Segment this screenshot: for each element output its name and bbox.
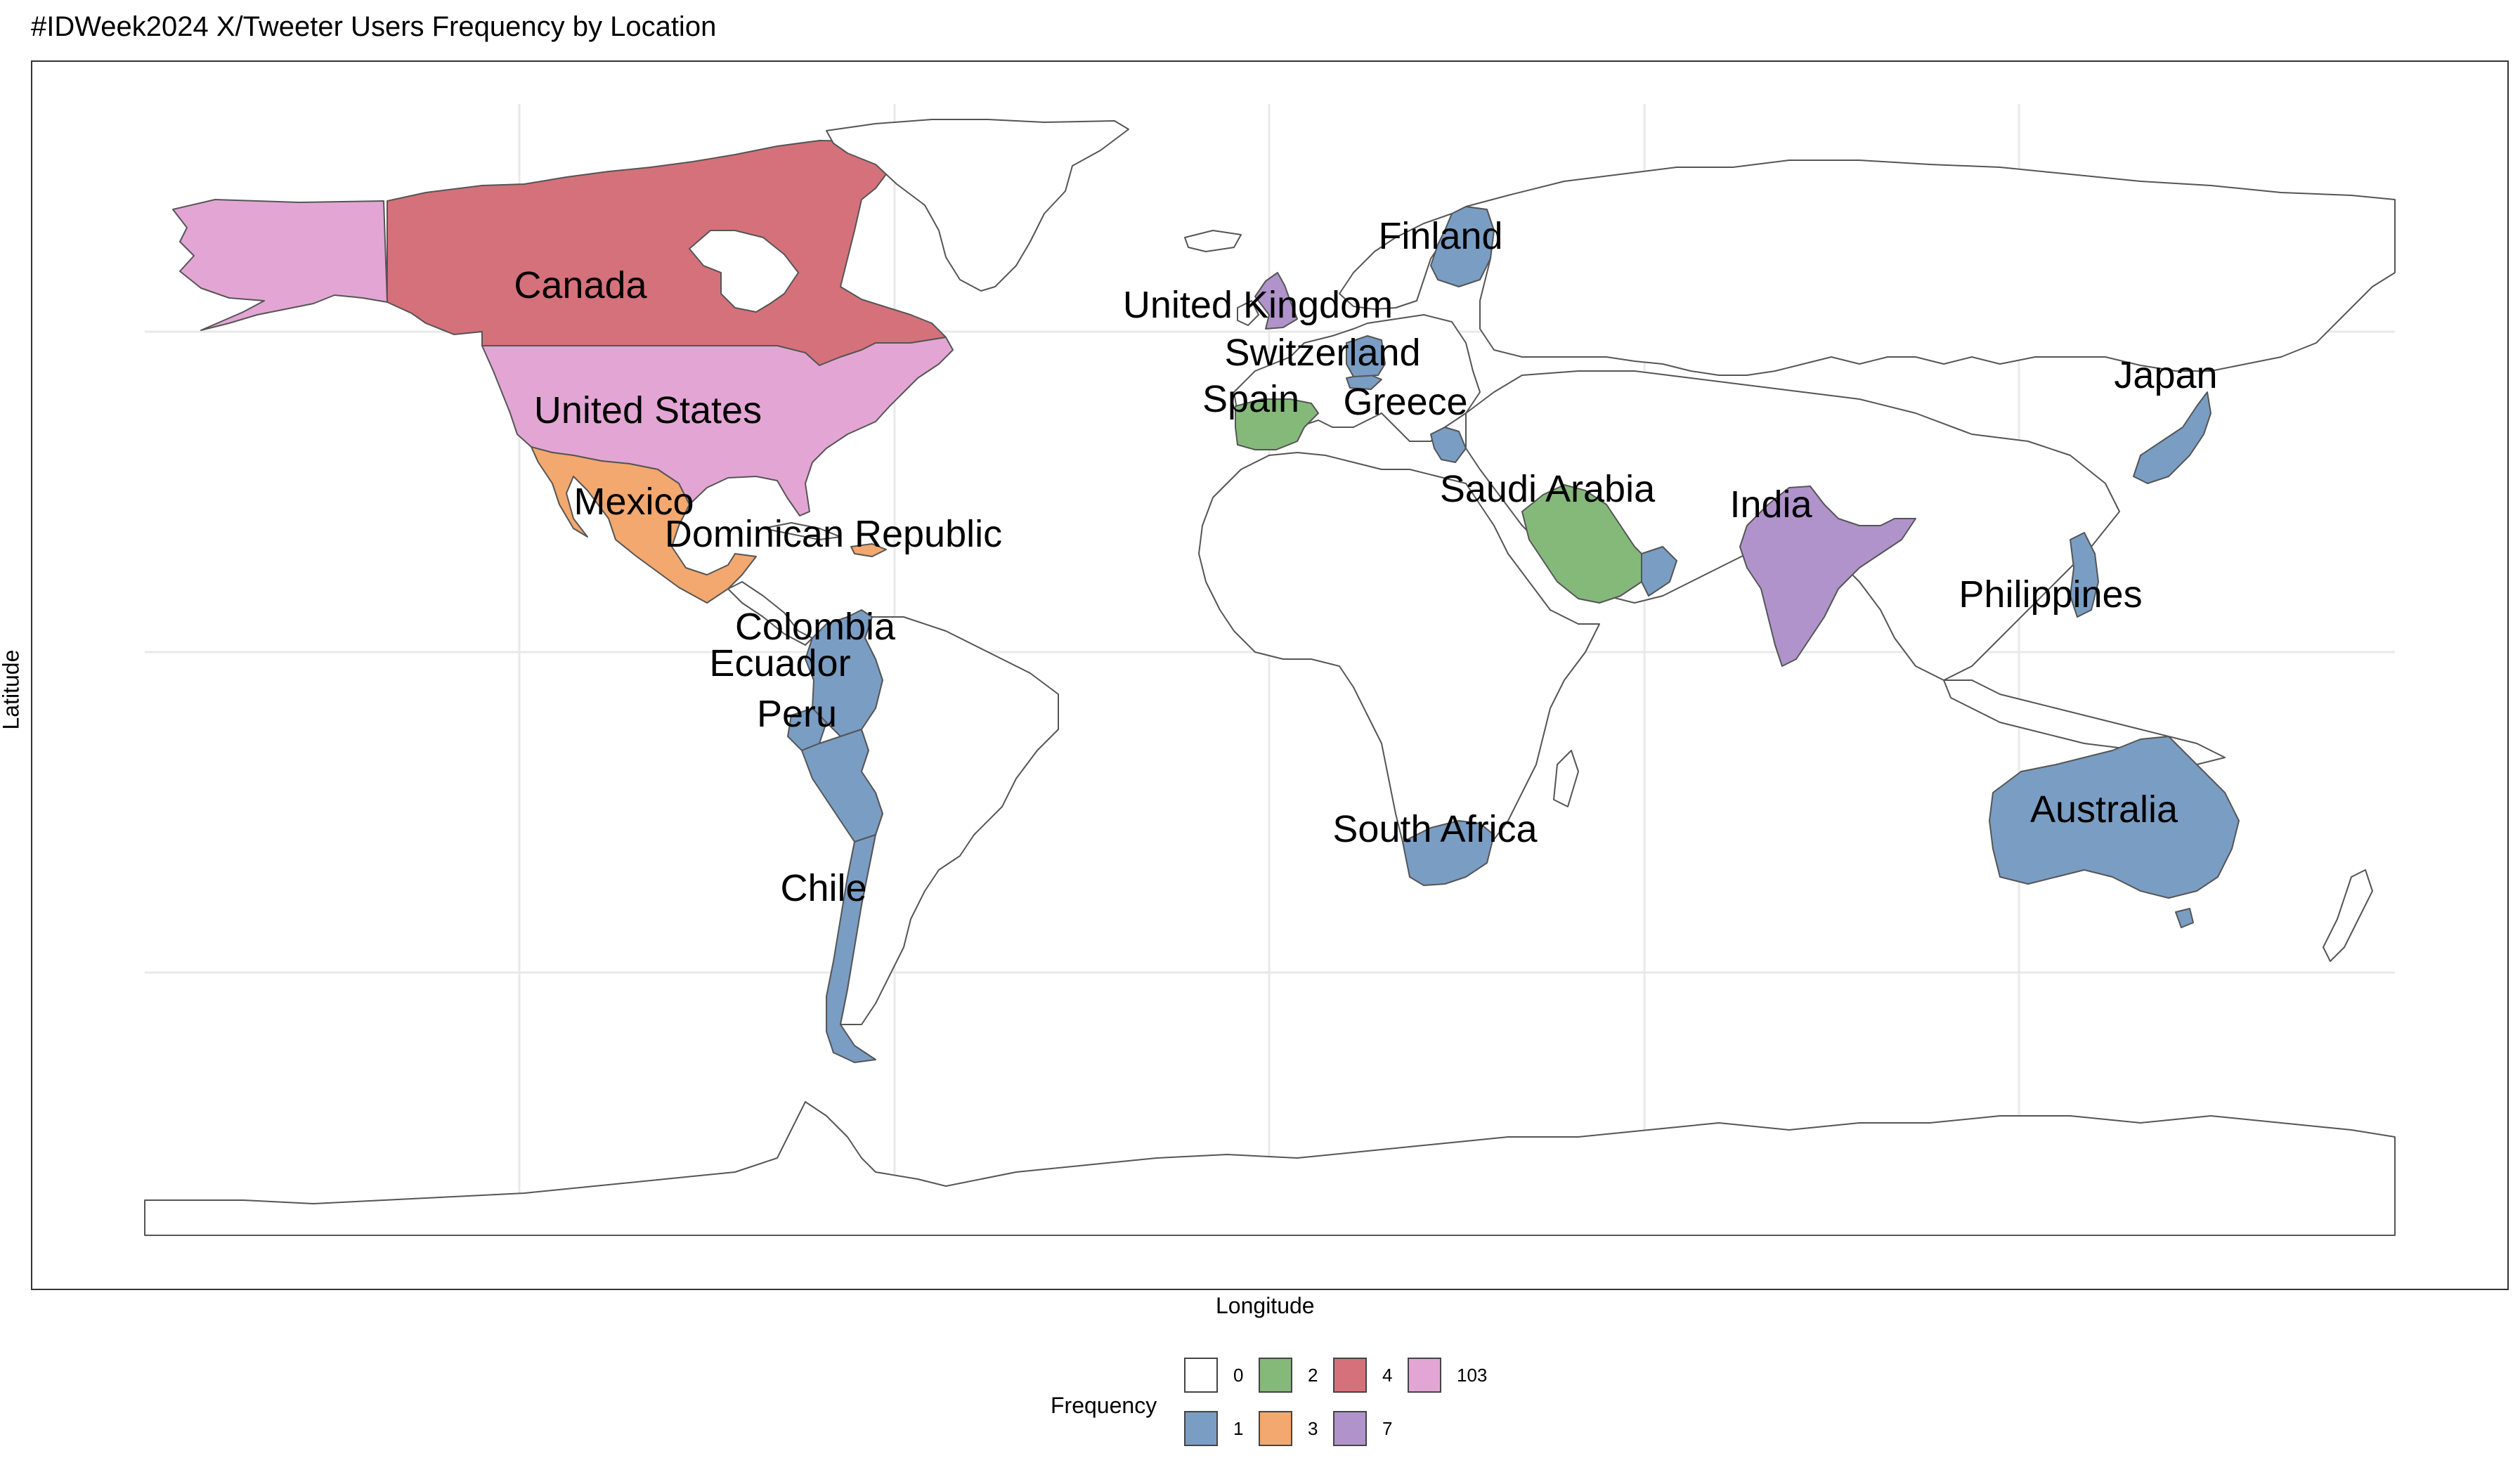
legend-label: 0	[1233, 1364, 1244, 1386]
legend-item-0: 0	[1184, 1358, 1243, 1393]
label-australia: Australia	[2030, 788, 2178, 831]
x-axis-label: Longitude	[1216, 1293, 1315, 1318]
country-labels: Canada United States Mexico Dominican Re…	[514, 215, 2217, 909]
legend-title: Frequency	[1051, 1393, 1157, 1418]
label-dominican-republic: Dominican Republic	[665, 513, 1002, 555]
legend: Frequency 0 2 4 103 1 3 7	[1051, 1358, 1500, 1456]
label-japan: Japan	[2114, 354, 2217, 396]
south-america-rest	[840, 616, 1059, 1025]
country-alaska	[172, 199, 388, 331]
country-oman	[1641, 546, 1677, 597]
y-axis-label: Latitude	[0, 649, 24, 730]
legend-item-2: 2	[1259, 1358, 1318, 1393]
africa	[1198, 452, 1600, 885]
country-ireland	[1237, 300, 1259, 326]
legend-swatch	[1259, 1358, 1292, 1393]
antarctica	[144, 1101, 2396, 1236]
russia	[1465, 160, 2396, 376]
country-south-africa	[1402, 820, 1495, 886]
legend-swatch	[1184, 1358, 1218, 1393]
label-mexico: Mexico	[573, 481, 694, 523]
hudson-bay	[689, 230, 799, 313]
country-canada	[387, 140, 947, 366]
legend-swatch	[1408, 1358, 1441, 1393]
country-dominican-republic	[850, 543, 887, 557]
legend-swatch	[1259, 1411, 1292, 1446]
country-india	[1739, 486, 1916, 667]
label-peru: Peru	[757, 693, 837, 735]
legend-label: 7	[1382, 1417, 1393, 1439]
country-united-kingdom	[1254, 272, 1298, 330]
country-new-zealand	[2323, 869, 2373, 962]
label-saudi-arabia: Saudi Arabia	[1440, 468, 1656, 510]
label-spain: Spain	[1202, 378, 1299, 420]
legend-item-3: 3	[1259, 1411, 1318, 1446]
country-tasmania	[2175, 908, 2194, 928]
country-cuba	[762, 522, 841, 540]
country-germany	[1346, 335, 1386, 377]
label-ecuador: Ecuador	[709, 642, 850, 684]
legend-item-5: 7	[1333, 1411, 1392, 1446]
country-australia	[1989, 736, 2240, 899]
label-canada: Canada	[514, 264, 647, 306]
legend-item-4: 4	[1333, 1358, 1392, 1393]
legend-item-1: 1	[1184, 1411, 1243, 1446]
legend-item-6: 103	[1408, 1358, 1487, 1393]
country-madagascar	[1553, 750, 1579, 807]
country-japan	[2133, 391, 2212, 484]
country-philippines	[2070, 532, 2099, 618]
label-philippines: Philippines	[1959, 573, 2142, 616]
label-india: India	[1729, 483, 1812, 526]
legend-label: 103	[1457, 1364, 1488, 1386]
map-panel: Canada United States Mexico Dominican Re…	[31, 60, 2509, 1290]
legend-label: 2	[1308, 1364, 1318, 1386]
label-united-kingdom: United Kingdom	[1123, 284, 1393, 326]
label-finland: Finland	[1378, 215, 1502, 257]
label-chile: Chile	[780, 867, 866, 909]
label-switzerland: Switzerland	[1224, 332, 1420, 374]
chart-title: #IDWeek2024 X/Tweeter Users Frequency by…	[31, 11, 717, 42]
legend-label: 3	[1308, 1417, 1318, 1439]
legend-label: 4	[1382, 1364, 1393, 1386]
label-united-states: United States	[534, 389, 762, 431]
world-map: Canada United States Mexico Dominican Re…	[144, 104, 2396, 1236]
label-greece: Greece	[1343, 381, 1467, 423]
label-south-africa: South Africa	[1332, 808, 1538, 850]
label-colombia: Colombia	[735, 606, 896, 648]
country-iceland	[1184, 230, 1242, 252]
legend-swatch	[1333, 1358, 1367, 1393]
country-greece	[1430, 427, 1467, 463]
legend-swatch	[1184, 1411, 1218, 1446]
country-greenland	[826, 119, 1129, 292]
country-spain	[1235, 398, 1319, 450]
legend-swatch	[1333, 1411, 1367, 1446]
legend-label: 1	[1233, 1417, 1244, 1439]
